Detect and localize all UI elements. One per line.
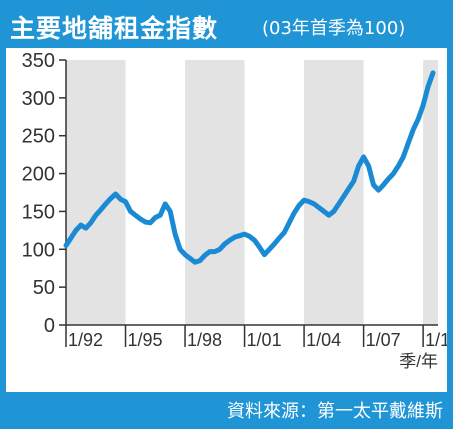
shaded-band-3 (423, 60, 438, 325)
shaded-band-2 (304, 60, 364, 325)
y-tick-label-200: 200 (22, 164, 55, 186)
chart-svg: 0 50 100 150 200 250 300 350 1/92 1/95 1/98 1/01 1/0… (22, 50, 447, 371)
x-tick-label-4: 1/04 (306, 330, 341, 350)
x-tick-label-1: 1/95 (128, 330, 163, 350)
y-tick-label-350: 350 (22, 50, 55, 72)
y-tick-label-300: 300 (22, 88, 55, 110)
chart-subtitle: (03年首季為100) (262, 18, 406, 39)
x-tick-label-6: 1/10 (425, 330, 447, 350)
x-tick-label-0: 1/92 (68, 330, 103, 350)
chart-title: 主要地舖租金指數 (10, 14, 219, 43)
chart-panel: 0 50 100 150 200 250 300 350 1/92 1/95 1/98 1/01 1/0… (6, 48, 447, 392)
x-tick-label-3: 1/01 (247, 330, 282, 350)
x-tick-label-5: 1/07 (366, 330, 401, 350)
title-bar: 主要地舖租金指數 (03年首季為100) (0, 0, 453, 48)
y-tick-label-250: 250 (22, 126, 55, 148)
shaded-band-1 (185, 60, 245, 325)
source-note: 資料來源：第一太平戴維斯 (227, 401, 443, 422)
x-axis-label: 季/年 (399, 352, 438, 371)
x-tick-label-2: 1/98 (187, 330, 222, 350)
y-tick-label-50: 50 (33, 277, 55, 299)
y-tick-label-150: 150 (22, 201, 55, 223)
y-tick-label-100: 100 (22, 239, 55, 261)
y-tick-label-0: 0 (44, 315, 55, 337)
